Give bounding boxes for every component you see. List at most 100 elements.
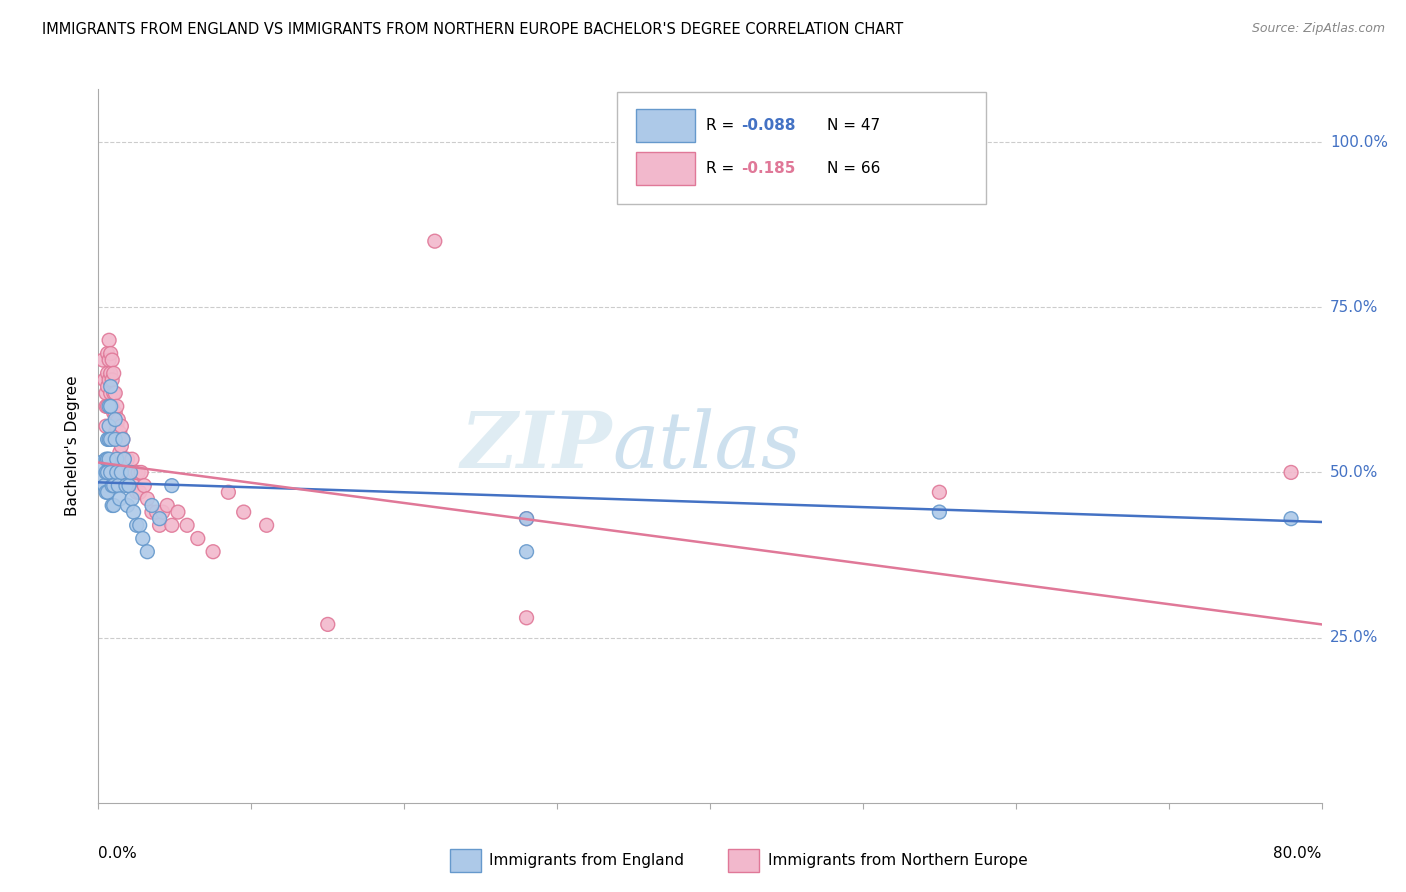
Point <box>98 419 121 434</box>
Point <box>187 532 209 546</box>
Point <box>115 466 138 480</box>
Point <box>145 505 167 519</box>
Text: 50.0%: 50.0% <box>1330 465 1378 480</box>
Text: 0.0%: 0.0% <box>98 846 138 861</box>
Point <box>141 499 163 513</box>
Point <box>94 452 117 467</box>
Point <box>516 545 538 559</box>
Point <box>101 353 124 368</box>
Point <box>94 400 117 414</box>
Text: -0.088: -0.088 <box>741 118 796 133</box>
Point <box>104 412 127 426</box>
Point <box>107 478 129 492</box>
Point <box>121 491 143 506</box>
Point <box>97 485 120 500</box>
Text: Immigrants from England: Immigrants from England <box>489 854 685 868</box>
Point <box>100 466 122 480</box>
Point <box>316 617 339 632</box>
Point <box>105 452 128 467</box>
Text: atlas: atlas <box>612 408 801 484</box>
Text: Immigrants from Northern Europe: Immigrants from Northern Europe <box>768 854 1028 868</box>
Point <box>100 367 122 381</box>
Point <box>120 466 142 480</box>
Point <box>111 433 134 447</box>
Point <box>118 466 141 480</box>
Point <box>129 466 152 480</box>
Point <box>167 505 190 519</box>
Point <box>928 505 950 519</box>
Text: R =: R = <box>706 161 740 177</box>
Text: ZIP: ZIP <box>461 408 612 484</box>
Point <box>94 419 117 434</box>
Point <box>110 439 132 453</box>
Point <box>100 346 122 360</box>
Point <box>97 346 120 360</box>
Point <box>100 433 122 447</box>
Point <box>94 485 117 500</box>
Point <box>93 478 115 492</box>
Point <box>98 433 121 447</box>
Point <box>98 400 121 414</box>
Point <box>1279 511 1302 525</box>
Point <box>141 505 163 519</box>
Point <box>98 373 121 387</box>
Point <box>103 478 125 492</box>
Point <box>103 367 125 381</box>
Point <box>100 400 122 414</box>
Point <box>108 425 131 440</box>
Point <box>112 452 135 467</box>
Point <box>122 505 145 519</box>
Point <box>136 545 159 559</box>
Text: -0.185: -0.185 <box>741 161 796 177</box>
Point <box>97 452 120 467</box>
Y-axis label: Bachelor's Degree: Bachelor's Degree <box>65 376 80 516</box>
Point <box>160 518 183 533</box>
Point <box>100 386 122 401</box>
Point <box>202 545 225 559</box>
Point <box>117 452 139 467</box>
Point <box>103 386 125 401</box>
Text: 25.0%: 25.0% <box>1330 630 1378 645</box>
Point <box>104 406 127 420</box>
Point <box>101 478 124 492</box>
Point <box>125 518 148 533</box>
Point <box>110 466 132 480</box>
Point <box>1279 466 1302 480</box>
Point <box>97 400 120 414</box>
Point <box>156 499 179 513</box>
Point <box>94 386 117 401</box>
Text: N = 47: N = 47 <box>827 118 880 133</box>
Point <box>134 478 156 492</box>
Point <box>101 400 124 414</box>
Point <box>136 491 159 506</box>
Point <box>516 511 538 525</box>
Point <box>107 433 129 447</box>
Text: Source: ZipAtlas.com: Source: ZipAtlas.com <box>1251 22 1385 36</box>
Point <box>120 466 142 480</box>
Point <box>97 367 120 381</box>
Point <box>101 373 124 387</box>
Point <box>112 452 135 467</box>
Point <box>101 499 124 513</box>
Point <box>105 400 128 414</box>
Point <box>152 505 174 519</box>
Text: IMMIGRANTS FROM ENGLAND VS IMMIGRANTS FROM NORTHERN EUROPE BACHELOR'S DEGREE COR: IMMIGRANTS FROM ENGLAND VS IMMIGRANTS FR… <box>42 22 904 37</box>
Text: 100.0%: 100.0% <box>1330 135 1388 150</box>
Point <box>97 466 120 480</box>
Point <box>100 379 122 393</box>
Point <box>111 433 134 447</box>
Point <box>98 452 121 467</box>
Point <box>232 505 254 519</box>
Point <box>115 478 138 492</box>
Point <box>149 511 172 525</box>
Point <box>256 518 278 533</box>
Point <box>108 491 131 506</box>
Point <box>217 485 239 500</box>
Point <box>176 518 198 533</box>
Point <box>104 386 127 401</box>
Point <box>107 412 129 426</box>
Point <box>127 466 149 480</box>
Point <box>124 466 146 480</box>
Point <box>108 445 131 459</box>
Point <box>423 234 446 248</box>
